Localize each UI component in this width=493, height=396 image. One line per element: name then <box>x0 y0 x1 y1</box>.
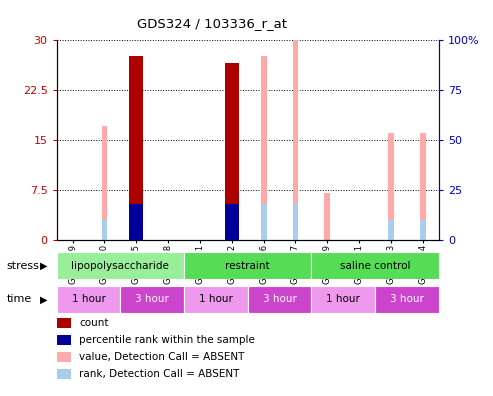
Text: 1 hour: 1 hour <box>326 294 360 305</box>
Text: time: time <box>6 294 32 305</box>
Text: count: count <box>79 318 108 328</box>
Bar <box>225 204 239 240</box>
Bar <box>129 204 143 240</box>
Bar <box>388 133 394 240</box>
Bar <box>129 56 143 240</box>
Bar <box>57 252 184 279</box>
Bar <box>388 219 394 240</box>
Bar <box>420 133 426 240</box>
Bar <box>324 193 330 240</box>
Bar <box>312 286 375 313</box>
Bar <box>57 286 120 313</box>
Text: value, Detection Call = ABSENT: value, Detection Call = ABSENT <box>79 352 244 362</box>
Bar <box>225 63 239 240</box>
Text: saline control: saline control <box>340 261 410 271</box>
Text: 1 hour: 1 hour <box>71 294 106 305</box>
Bar <box>312 252 439 279</box>
Text: GDS324 / 103336_r_at: GDS324 / 103336_r_at <box>137 17 287 30</box>
Text: rank, Detection Call = ABSENT: rank, Detection Call = ABSENT <box>79 369 239 379</box>
Bar <box>102 219 107 240</box>
Bar <box>261 204 267 240</box>
Bar <box>247 286 312 313</box>
Bar <box>293 204 298 240</box>
Text: restraint: restraint <box>225 261 270 271</box>
Bar <box>120 286 184 313</box>
Bar <box>184 252 312 279</box>
Bar <box>102 126 107 240</box>
Text: stress: stress <box>6 261 39 271</box>
Text: 3 hour: 3 hour <box>390 294 424 305</box>
Bar <box>184 286 247 313</box>
Bar <box>261 56 267 240</box>
Bar <box>293 40 298 240</box>
Text: 1 hour: 1 hour <box>199 294 233 305</box>
Text: percentile rank within the sample: percentile rank within the sample <box>79 335 255 345</box>
Bar <box>375 286 439 313</box>
Text: ▶: ▶ <box>40 261 48 271</box>
Bar <box>420 219 426 240</box>
Text: 3 hour: 3 hour <box>263 294 296 305</box>
Text: 3 hour: 3 hour <box>135 294 169 305</box>
Text: ▶: ▶ <box>40 294 48 305</box>
Text: lipopolysaccharide: lipopolysaccharide <box>71 261 169 271</box>
